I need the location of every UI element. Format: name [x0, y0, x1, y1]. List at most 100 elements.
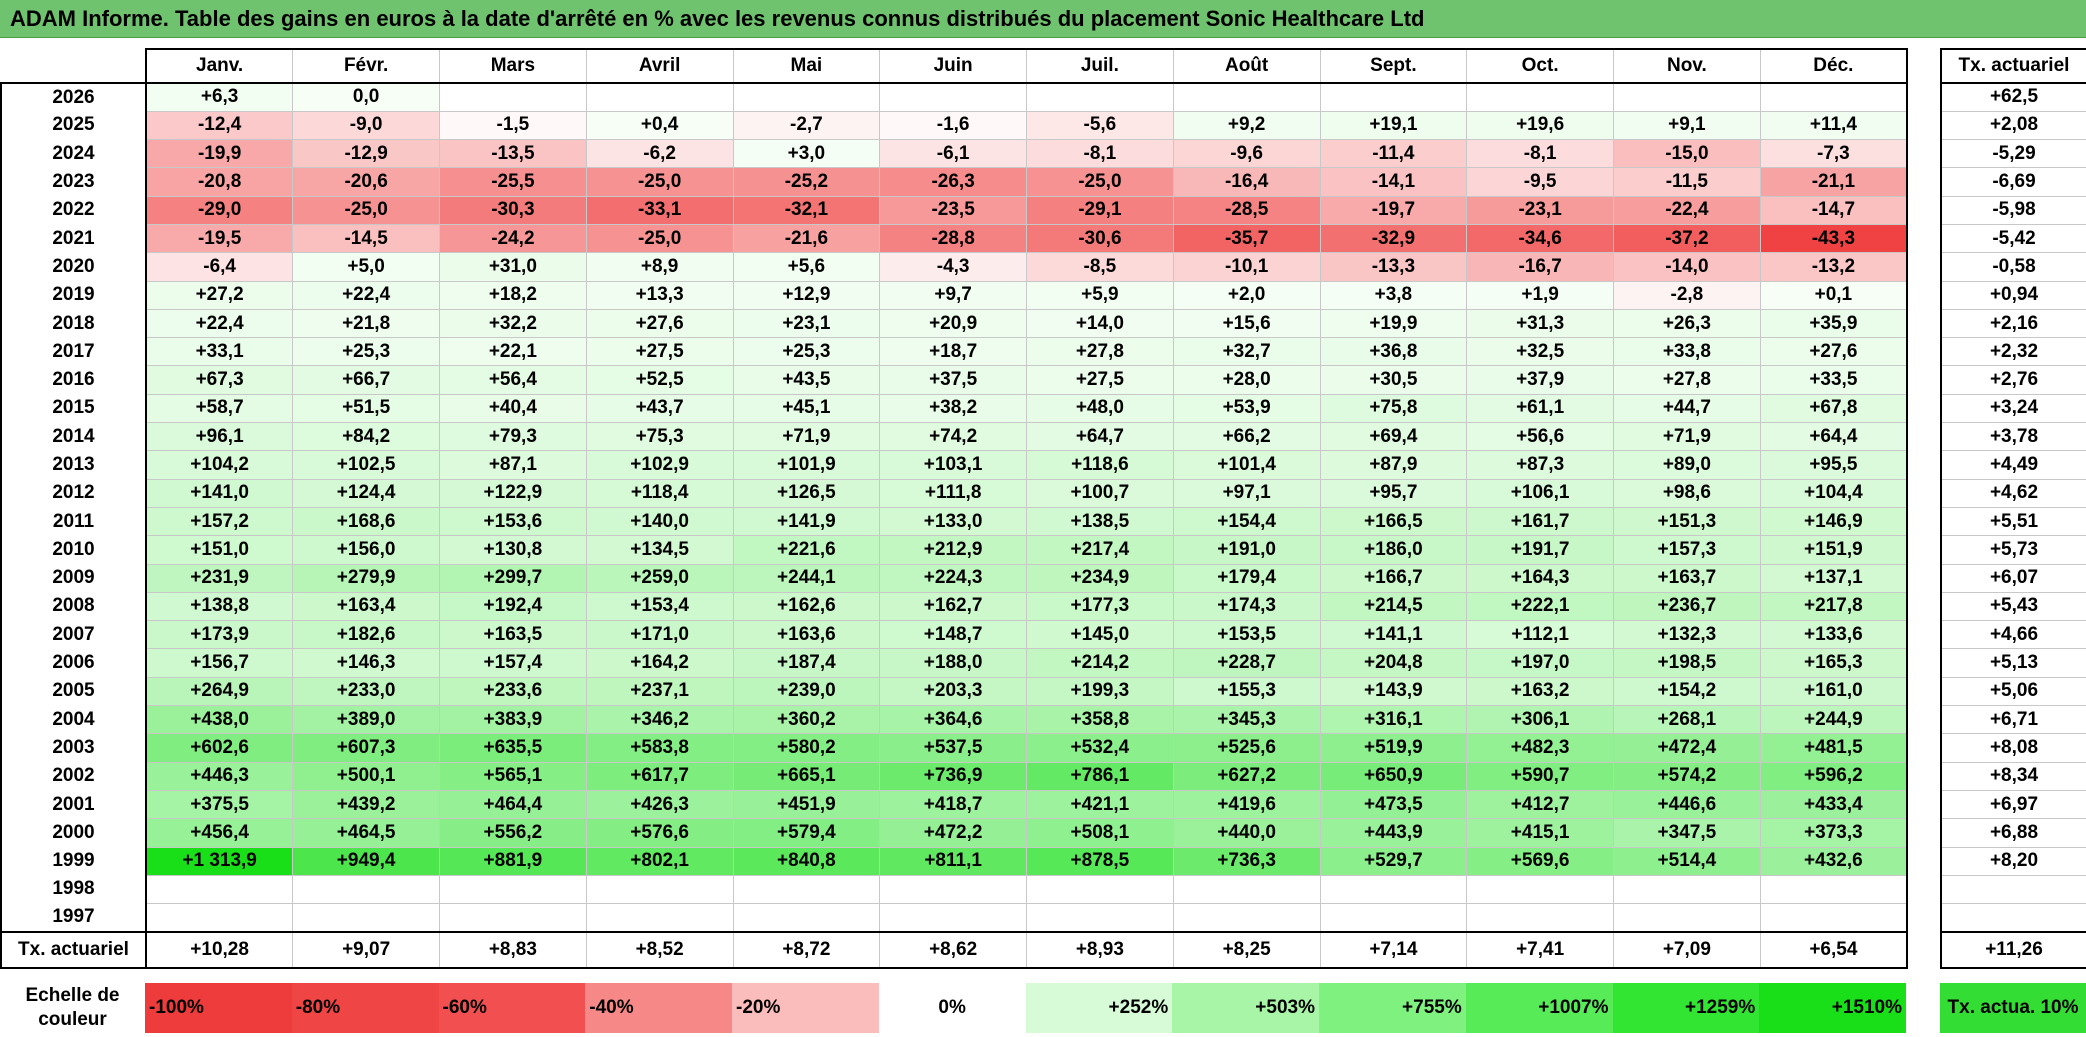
gain-cell: +3,8 — [1320, 281, 1468, 310]
gain-cell: +635,5 — [439, 733, 587, 763]
rate-row: +2,76 — [1940, 365, 2086, 395]
rate-row: +62,5 — [1940, 83, 2086, 112]
rate-row: +6,07 — [1940, 564, 2086, 593]
year-label: 2023 — [0, 167, 147, 197]
gain-cell: +19,9 — [1320, 309, 1468, 339]
year-label: 2020 — [0, 252, 147, 282]
gain-cell: +221,6 — [733, 535, 881, 565]
gain-cell: +162,7 — [879, 592, 1027, 622]
gain-cell: +426,3 — [586, 790, 734, 820]
gain-cell: +151,3 — [1613, 507, 1761, 537]
gain-cell: +51,5 — [292, 394, 440, 424]
gain-cell: +186,0 — [1320, 535, 1468, 565]
gain-cell: +25,3 — [733, 337, 881, 367]
gain-cell — [1026, 903, 1174, 933]
rate-cell: +2,08 — [1940, 111, 2086, 141]
month-header: Févr. — [292, 48, 440, 84]
rate-row: +2,16 — [1940, 309, 2086, 339]
gain-cell: -16,7 — [1466, 252, 1614, 282]
gain-cell: +279,9 — [292, 564, 440, 593]
year-label: 1997 — [0, 903, 147, 932]
table-row: 2011 +157,2 +168,6 +153,6 +140,0 +141,9 +133,0… — [0, 507, 1908, 537]
gain-cell: +155,3 — [1173, 677, 1321, 707]
gain-cell: +22,1 — [439, 337, 587, 367]
table-row: 2008 +138,8 +163,4 +192,4 +153,4 +162,6 +162,7… — [0, 592, 1908, 622]
rate-legend-swatch: Tx. actua. 10% — [1940, 983, 2086, 1033]
gain-cell: +138,8 — [146, 592, 294, 622]
gain-cell: +157,2 — [146, 507, 294, 537]
color-scale-label: Echelle de couleur — [25, 985, 120, 1030]
gain-cell — [1173, 903, 1321, 933]
gain-cell: -15,0 — [1613, 139, 1761, 169]
rate-cell — [1940, 875, 2086, 905]
gain-cell: +32,2 — [439, 309, 587, 339]
gain-cell: -30,6 — [1026, 224, 1174, 254]
gain-cell: +214,2 — [1026, 648, 1174, 678]
gain-cell: +64,7 — [1026, 422, 1174, 452]
rate-cell: -5,42 — [1940, 224, 2086, 254]
year-label: 2002 — [0, 762, 147, 791]
gain-cell: -25,0 — [1026, 167, 1174, 197]
rate-header: Tx. actuariel — [1940, 48, 2086, 84]
rate-row: +5,51 — [1940, 507, 2086, 537]
gain-cell: -28,5 — [1173, 196, 1321, 225]
gain-cell: -10,1 — [1173, 252, 1321, 282]
rate-cell: +2,16 — [1940, 309, 2086, 339]
rate-row: +0,94 — [1940, 281, 2086, 310]
gain-cell: +419,6 — [1173, 790, 1321, 820]
page-title: ADAM Informe. Table des gains en euros à… — [0, 0, 2086, 38]
gain-cell: +98,6 — [1613, 479, 1761, 508]
gain-cell: +100,7 — [1026, 479, 1174, 508]
gain-cell: +596,2 — [1760, 762, 1908, 791]
gain-cell: +61,1 — [1466, 394, 1614, 424]
gain-cell: +179,4 — [1173, 564, 1321, 593]
summary-cell: +6,54 — [1760, 930, 1908, 969]
gain-cell: +383,9 — [439, 705, 587, 735]
rate-row: +4,62 — [1940, 479, 2086, 508]
gain-cell: +177,3 — [1026, 592, 1174, 622]
gain-cell: +233,6 — [439, 677, 587, 707]
gain-cell: +514,4 — [1613, 847, 1761, 876]
gain-cell: +736,9 — [879, 762, 1027, 791]
rate-row: +5,73 — [1940, 535, 2086, 565]
gain-cell: -32,9 — [1320, 224, 1468, 254]
color-scale-swatch: +1259% — [1612, 983, 1760, 1033]
rate-cell — [1940, 903, 2086, 932]
gain-cell: +473,5 — [1320, 790, 1468, 820]
gain-cell: +574,2 — [1613, 762, 1761, 791]
gain-cell: +27,5 — [586, 337, 734, 367]
gain-cell: +1,9 — [1466, 281, 1614, 310]
month-header: Août — [1173, 48, 1321, 84]
table-corner — [1, 49, 146, 84]
gain-cell: +89,0 — [1613, 450, 1761, 480]
gain-cell: +451,9 — [733, 790, 881, 820]
gain-cell — [1173, 83, 1321, 112]
gain-cell: +164,3 — [1466, 564, 1614, 593]
gain-cell: -20,6 — [292, 167, 440, 197]
gain-cell: +811,1 — [879, 847, 1027, 876]
rate-cell: +5,73 — [1940, 535, 2086, 565]
table-row: 2016 +67,3 +66,7 +56,4 +52,5 +43,5 +37,5 +27,5 +… — [0, 365, 1908, 395]
gain-cell: +627,2 — [1173, 762, 1321, 791]
gain-cell: +373,3 — [1760, 818, 1908, 848]
gain-cell: +124,4 — [292, 479, 440, 508]
summary-cell: +8,25 — [1173, 930, 1321, 969]
month-header: Juil. — [1026, 48, 1174, 84]
gain-cell: +212,9 — [879, 535, 1027, 565]
gain-cell: +173,9 — [146, 620, 294, 650]
gain-cell: -12,9 — [292, 139, 440, 169]
gain-cell — [879, 875, 1027, 905]
gain-cell: +580,2 — [733, 733, 881, 763]
gain-cell: +67,8 — [1760, 394, 1908, 424]
gain-cell: +71,9 — [733, 422, 881, 452]
gain-cell: +464,5 — [292, 818, 440, 848]
gain-cell: +446,3 — [146, 762, 294, 791]
gain-cell: +157,4 — [439, 648, 587, 678]
gain-cell — [1026, 875, 1174, 905]
gain-cell: -4,3 — [879, 252, 1027, 282]
gain-cell: +31,0 — [439, 252, 587, 282]
gain-cell: +203,3 — [879, 677, 1027, 707]
gain-cell: +565,1 — [439, 762, 587, 791]
gain-cell: +15,6 — [1173, 309, 1321, 339]
gain-cell: +37,5 — [879, 365, 1027, 395]
